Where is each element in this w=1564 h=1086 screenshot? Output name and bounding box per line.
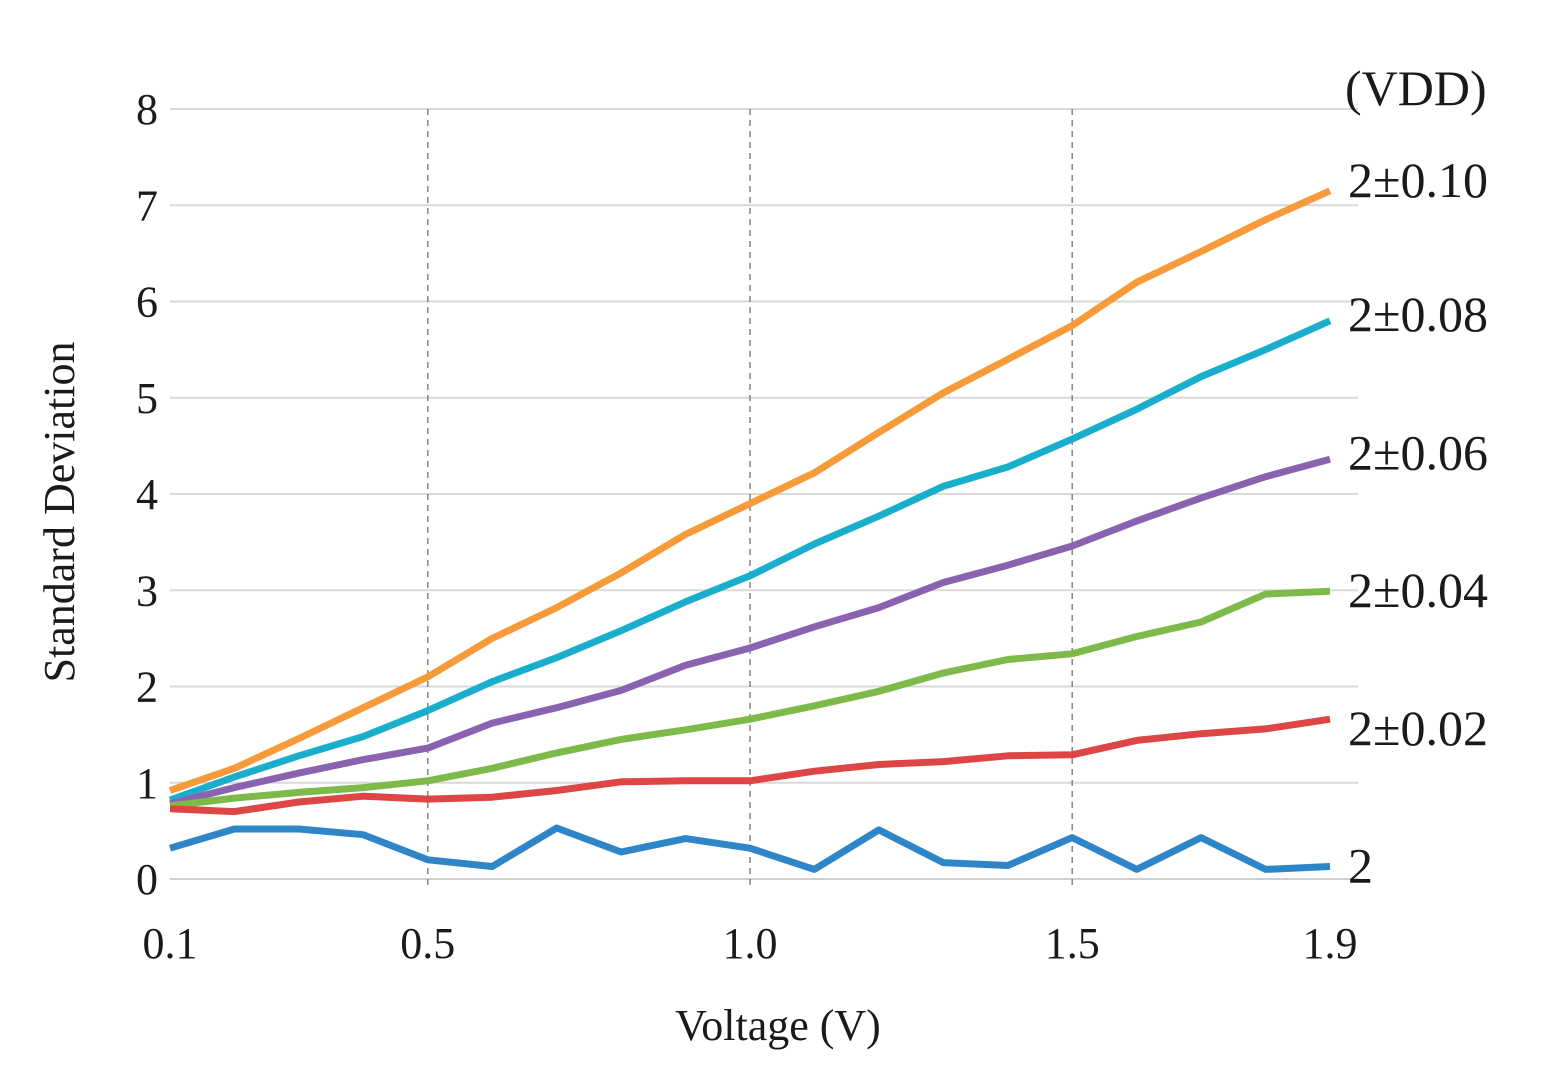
gridlines xyxy=(170,108,1358,889)
x-tick-label: 0.1 xyxy=(143,919,198,968)
y-axis-title: Standard Deviation xyxy=(35,342,84,683)
series-label: 2±0.04 xyxy=(1348,562,1488,618)
x-axis-title: Voltage (V) xyxy=(675,1001,881,1050)
series-label: 2±0.08 xyxy=(1348,286,1488,342)
series-label: 2±0.02 xyxy=(1348,700,1488,756)
series-labels: 2±0.10 2±0.08 2±0.06 2±0.04 2±0.02 2 xyxy=(1348,152,1488,894)
y-tick-label: 4 xyxy=(136,470,158,519)
series-line xyxy=(168,317,1332,804)
series-line xyxy=(169,824,1331,873)
axis-ticks: 0 1 2 3 4 5 6 7 8 0.1 0.5 1.0 1.5 1.9 xyxy=(136,85,1358,968)
series-line xyxy=(169,587,1331,810)
series-line xyxy=(169,455,1331,808)
y-tick-label: 8 xyxy=(136,85,158,134)
y-tick-label: 5 xyxy=(136,374,158,423)
x-tick-label: 1.5 xyxy=(1045,919,1100,968)
series-line xyxy=(169,715,1331,816)
series-lines xyxy=(168,187,1332,873)
series-label: 2±0.10 xyxy=(1348,152,1488,208)
y-tick-label: 0 xyxy=(136,855,158,904)
y-tick-label: 1 xyxy=(136,759,158,808)
y-tick-label: 2 xyxy=(136,663,158,712)
x-tick-label: 1.9 xyxy=(1303,919,1358,968)
series-line xyxy=(168,187,1332,794)
series-label: 2±0.06 xyxy=(1348,424,1488,480)
x-tick-label: 1.0 xyxy=(723,919,778,968)
series-label: 2 xyxy=(1348,837,1373,893)
y-tick-label: 7 xyxy=(136,181,158,230)
x-tick-label: 0.5 xyxy=(400,919,455,968)
y-tick-label: 3 xyxy=(136,566,158,615)
legend-title: (VDD) xyxy=(1345,60,1487,116)
y-tick-label: 6 xyxy=(136,278,158,327)
